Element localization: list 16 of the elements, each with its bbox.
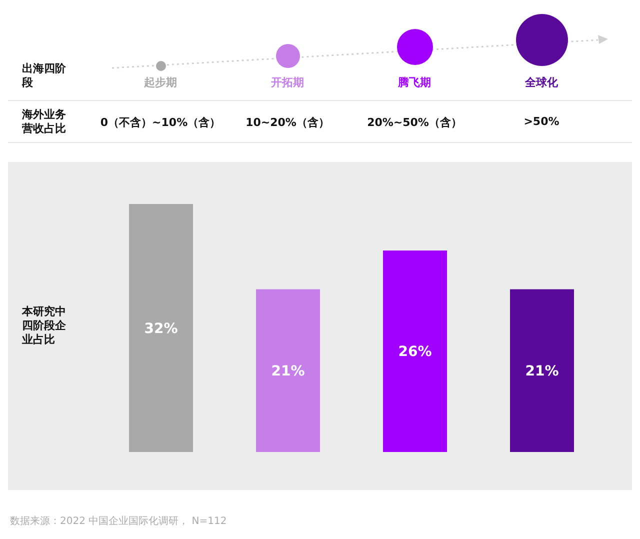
data-label: 32% — [144, 320, 178, 337]
source-note: 数据来源：2022 中国企业国际化调研， N=112 — [10, 514, 227, 528]
data-label: 26% — [398, 344, 432, 360]
text: 海外业务营收占比 — [22, 108, 67, 136]
text: 20%~50%（含） — [366, 115, 463, 130]
data-label: 21% — [525, 364, 559, 380]
text: 0（不含）~10%（含） — [99, 115, 222, 130]
x-tick-label: 起步期 — [143, 75, 178, 90]
text: 出海四阶段 — [22, 62, 67, 90]
x-tick-label: 腾飞期 — [397, 75, 432, 90]
data-label: 21% — [271, 364, 305, 380]
x-tick-label: 开拓期 — [270, 75, 305, 90]
text: 本研究中四阶段企业占比 — [22, 305, 67, 347]
text: 10~20%（含） — [246, 116, 330, 129]
text: >50% — [522, 115, 560, 128]
x-tick-label: 全球化 — [524, 75, 559, 90]
